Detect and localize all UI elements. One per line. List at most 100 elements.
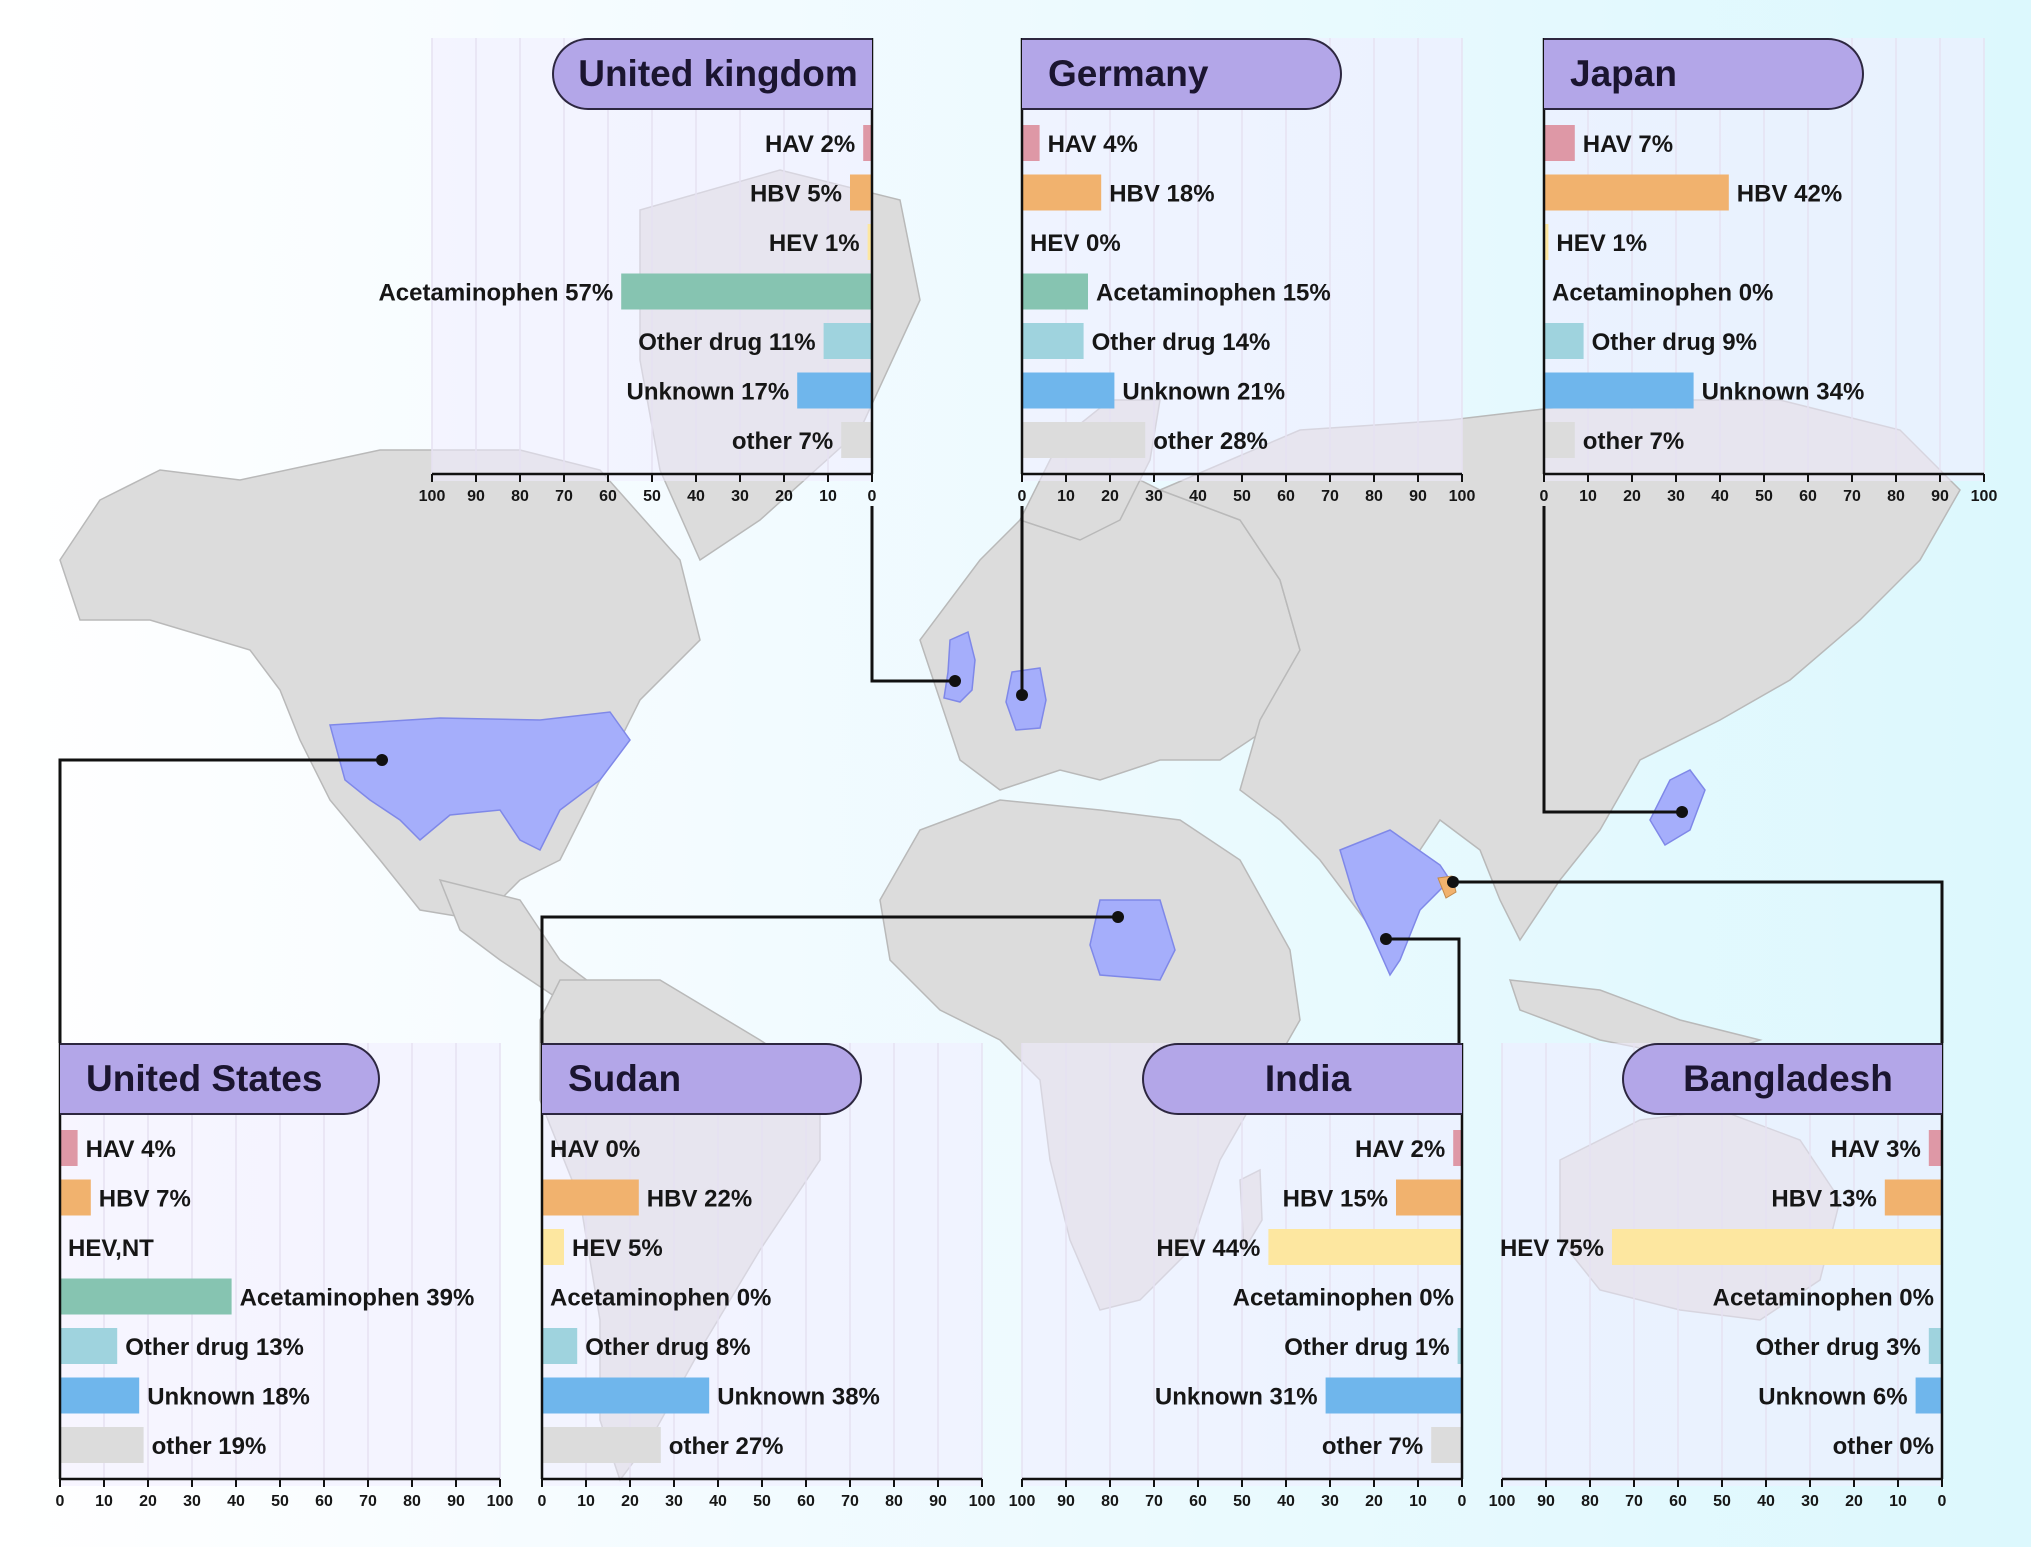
bar-label-acetaminophen: Acetaminophen 39% xyxy=(240,1285,475,1312)
tick-label: 40 xyxy=(1189,488,1207,505)
bar-label-hev: HEV,NT xyxy=(68,1235,154,1262)
dot-sudan xyxy=(1112,911,1124,923)
bar-unknown xyxy=(1915,1377,1942,1414)
tick-label: 90 xyxy=(1057,1493,1075,1510)
connector-bangladesh xyxy=(1453,880,1944,1043)
tick-label: 30 xyxy=(183,1493,201,1510)
tick-label: 60 xyxy=(1799,488,1817,505)
grid-lines xyxy=(59,1043,501,1479)
bar-acetaminophen xyxy=(621,273,872,310)
chart-title: Sudan xyxy=(542,1043,862,1115)
dot-japan xyxy=(1676,806,1688,818)
bar-hav xyxy=(60,1130,78,1166)
bar-label-hev: HEV 44% xyxy=(1156,1235,1260,1262)
chart-sudan: HAV 0% HBV 22% HEV 5% Acetaminophen 0% Other… xyxy=(538,1043,995,1510)
bar-other xyxy=(542,1427,661,1463)
bar-hev xyxy=(867,224,872,260)
japan-highlight xyxy=(1649,769,1706,847)
tick-label: 10 xyxy=(1057,488,1075,505)
bar-label-acetaminophen: Acetaminophen 0% xyxy=(550,1285,771,1312)
bar-label-unknown: Unknown 17% xyxy=(626,379,789,406)
bar-label-hev: HEV 75% xyxy=(1500,1235,1604,1262)
tick-label: 20 xyxy=(139,1493,157,1510)
bar-hbv xyxy=(1544,174,1729,211)
tick-label: 20 xyxy=(1845,1493,1863,1510)
tick-label: 50 xyxy=(1713,1493,1731,1510)
tick-label: 0 xyxy=(1018,488,1027,505)
bar-hev xyxy=(1268,1229,1462,1265)
panel-japan: HAV 7% HBV 42% HEV 1% Acetaminophen 0% Other… xyxy=(1540,38,1997,505)
tick-label: 50 xyxy=(1233,1493,1251,1510)
connector-india xyxy=(1386,937,1461,1043)
tick-label: 0 xyxy=(56,1493,65,1510)
tick-label: 20 xyxy=(1365,1493,1383,1510)
bar-label-hev: HEV 1% xyxy=(1556,230,1647,257)
bar-label-acetaminophen: Acetaminophen 0% xyxy=(1552,280,1773,307)
sudan-highlight xyxy=(1089,899,1176,981)
bar-label-unknown: Unknown 21% xyxy=(1122,379,1285,406)
bar-label-hbv: HBV 18% xyxy=(1109,181,1214,208)
tick-label: 50 xyxy=(1755,488,1773,505)
bar-other-drug xyxy=(1544,323,1584,359)
bar-acetaminophen xyxy=(60,1278,232,1315)
tick-label: 0 xyxy=(1938,1493,1947,1510)
bar-label-acetaminophen: Acetaminophen 15% xyxy=(1096,280,1331,307)
bar-other xyxy=(1544,422,1575,458)
panel-india: HAV 2% HBV 15% HEV 44% Acetaminophen 0% Othe… xyxy=(1009,1043,1467,1510)
bar-hav xyxy=(1544,125,1575,161)
tick-label: 100 xyxy=(487,1493,514,1510)
tick-label: 10 xyxy=(1579,488,1597,505)
tick-label: 10 xyxy=(577,1493,595,1510)
bar-label-hav: HAV 0% xyxy=(550,1136,640,1163)
tick-label: 10 xyxy=(1889,1493,1907,1510)
india-highlight xyxy=(1339,829,1451,977)
bar-acetaminophen xyxy=(1022,273,1088,310)
tick-label: 90 xyxy=(447,1493,465,1510)
tick-label: 40 xyxy=(709,1493,727,1510)
chart-india: HAV 2% HBV 15% HEV 44% Acetaminophen 0% Othe… xyxy=(1009,1043,1467,1510)
bar-label-unknown: Unknown 34% xyxy=(1702,379,1865,406)
bar-hav xyxy=(863,125,872,161)
bar-hbv xyxy=(850,174,872,211)
tick-label: 100 xyxy=(1449,488,1476,505)
bar-label-hbv: HBV 15% xyxy=(1283,1186,1388,1213)
tick-label: 100 xyxy=(1009,1493,1036,1510)
panel-bangladesh: HAV 3% HBV 13% HEV 75% Acetaminophen 0% Othe… xyxy=(1489,1043,1947,1510)
tick-label: 60 xyxy=(1277,488,1295,505)
tick-label: 90 xyxy=(1537,1493,1555,1510)
bar-other-drug xyxy=(60,1328,118,1364)
bar-label-other: other 19% xyxy=(152,1433,267,1460)
bar-other xyxy=(1431,1427,1462,1463)
chart-title: United States xyxy=(60,1043,380,1115)
connector-united-kingdom xyxy=(870,506,955,683)
panel-united-kingdom: HAV 2% HBV 5% HEV 1% Acetaminophen 57% Other… xyxy=(378,38,877,505)
bar-hbv xyxy=(1396,1179,1462,1216)
bar-label-hev: HEV 5% xyxy=(572,1235,663,1262)
bar-unknown xyxy=(60,1377,140,1414)
bar-other-drug xyxy=(823,323,872,359)
dot-united-kingdom xyxy=(949,675,961,687)
bar-hav xyxy=(1928,1130,1942,1166)
tick-label: 30 xyxy=(665,1493,683,1510)
tick-label: 50 xyxy=(271,1493,289,1510)
bar-hbv xyxy=(60,1179,91,1216)
tick-label: 100 xyxy=(419,488,446,505)
tick-label: 20 xyxy=(1101,488,1119,505)
tick-label: 80 xyxy=(885,1493,903,1510)
bar-hbv xyxy=(1022,174,1102,211)
chart-title: Bangladesh xyxy=(1622,1043,1942,1115)
bar-other xyxy=(60,1427,144,1463)
tick-label: 60 xyxy=(797,1493,815,1510)
bar-unknown xyxy=(542,1377,710,1414)
bar-label-other-drug: Other drug 14% xyxy=(1092,329,1271,356)
united-states-highlight xyxy=(329,711,631,852)
bar-label-hev: HEV 1% xyxy=(769,230,860,257)
bar-label-hbv: HBV 7% xyxy=(99,1186,191,1213)
tick-label: 90 xyxy=(1931,488,1949,505)
bar-hev xyxy=(1544,224,1549,260)
tick-label: 0 xyxy=(1540,488,1549,505)
tick-label: 10 xyxy=(819,488,837,505)
dot-germany xyxy=(1016,689,1028,701)
tick-label: 50 xyxy=(643,488,661,505)
bar-label-other: other 7% xyxy=(1583,428,1684,455)
